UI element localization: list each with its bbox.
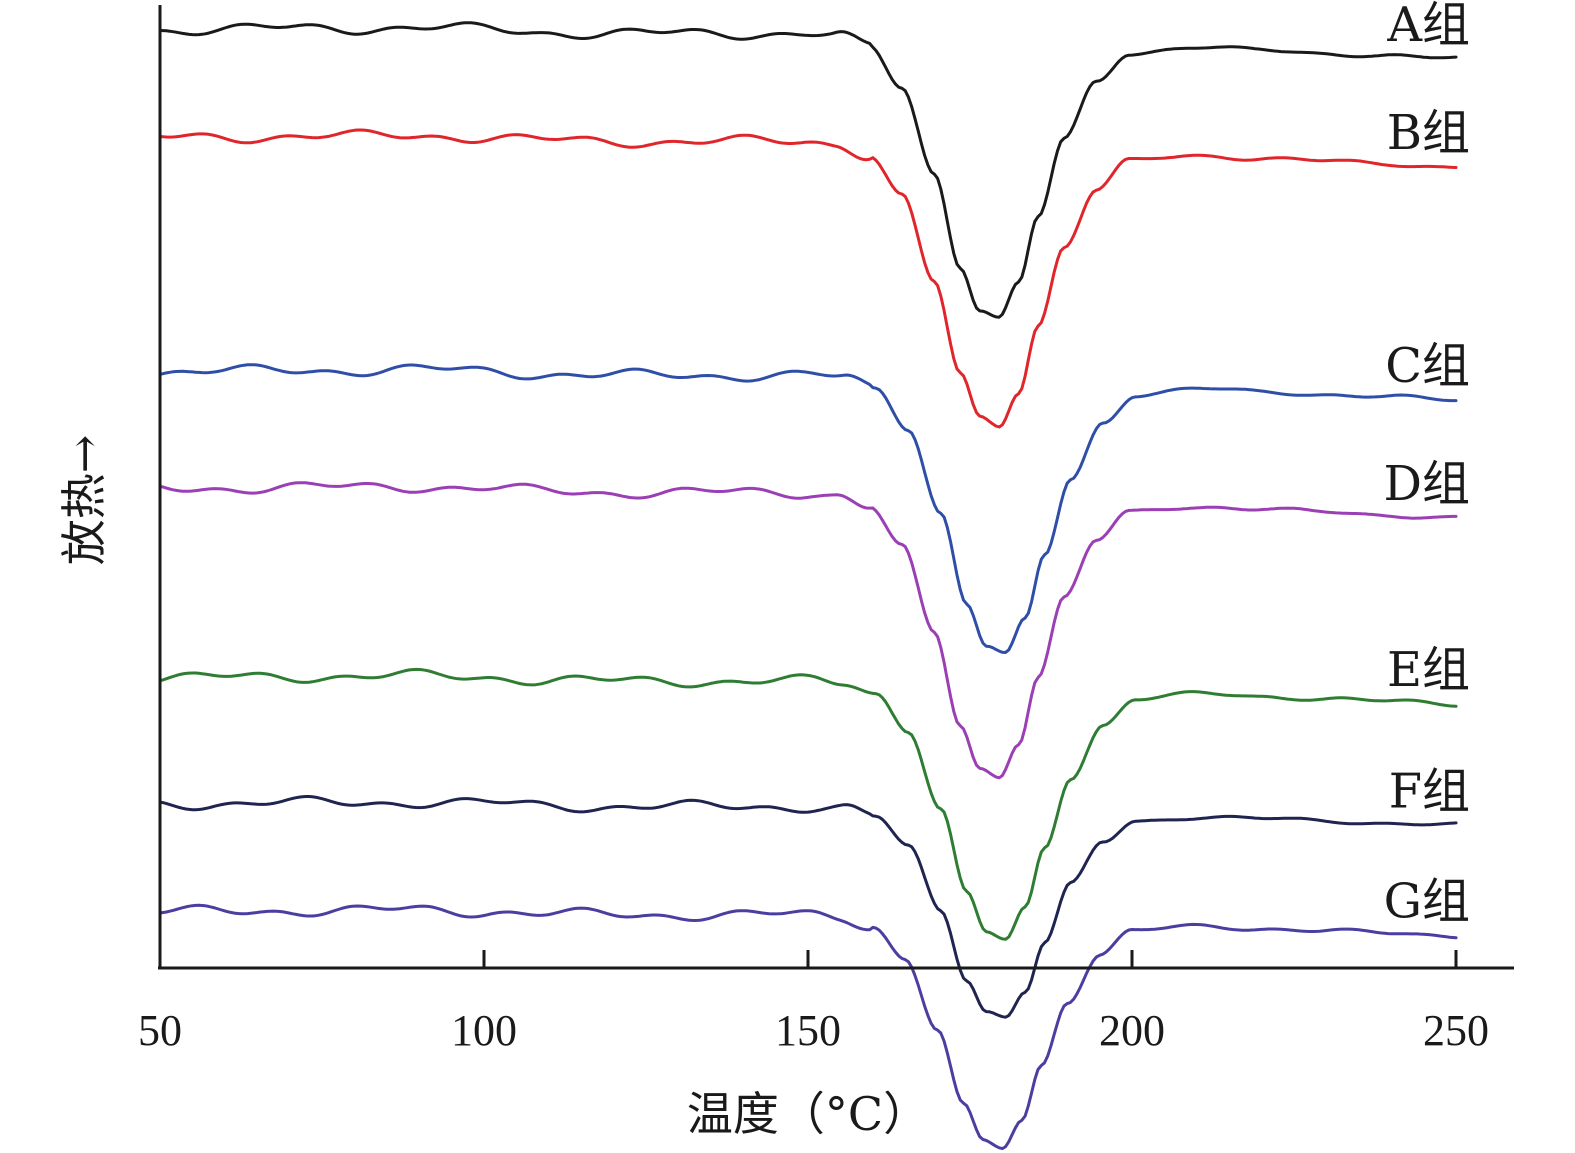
series-label-3: C组 bbox=[1385, 338, 1470, 394]
series-line-7 bbox=[158, 903, 1458, 1151]
x-tick-label: 250 bbox=[1423, 1006, 1489, 1055]
series-label-2: B组 bbox=[1387, 105, 1470, 161]
y-axis-title: 放热→ bbox=[57, 435, 111, 566]
x-tick-label: 200 bbox=[1099, 1006, 1165, 1055]
series-line-5 bbox=[158, 667, 1458, 941]
x-tick-label: 150 bbox=[775, 1006, 841, 1055]
series-label-7: G组 bbox=[1384, 874, 1470, 930]
x-tick-label: 50 bbox=[138, 1006, 182, 1055]
series-line-2 bbox=[158, 128, 1458, 429]
x-tick-label: 100 bbox=[451, 1006, 517, 1055]
x-axis-title: 温度（°C） bbox=[687, 1087, 929, 1141]
series-label-6: F组 bbox=[1389, 763, 1470, 819]
series-label-4: D组 bbox=[1384, 456, 1471, 512]
series-line-3 bbox=[158, 363, 1458, 654]
series-label-5: E组 bbox=[1387, 642, 1470, 698]
series-label-1: A组 bbox=[1386, 0, 1470, 53]
series-labels: A组 B组 C组 D组 E组 F组 G组 bbox=[1384, 0, 1471, 930]
x-ticks: 50 100 150 200 250 bbox=[138, 950, 1489, 1055]
series-line-4 bbox=[158, 481, 1458, 780]
series-line-1 bbox=[158, 21, 1458, 319]
series-layer bbox=[158, 21, 1458, 1151]
series-line-6 bbox=[158, 795, 1458, 1019]
